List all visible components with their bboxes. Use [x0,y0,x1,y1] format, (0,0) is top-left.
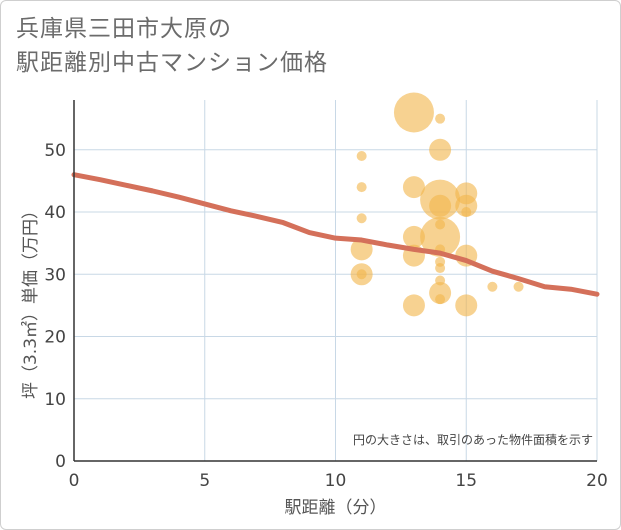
size-note: 円の大きさは、取引のあった物件面積を示す [353,432,593,447]
data-bubble [435,113,446,124]
data-bubble [435,263,446,274]
data-bubble [455,194,478,217]
data-bubble [356,213,367,224]
data-bubble [356,269,367,280]
y-tick-label: 30 [44,265,66,285]
x-tick-label: 0 [69,471,80,491]
x-tick-label: 15 [455,471,477,491]
x-tick-label: 10 [325,471,347,491]
y-tick-label: 10 [44,390,66,410]
data-bubble [429,138,452,161]
y-tick-label: 20 [44,328,66,348]
data-bubble [350,238,373,261]
data-bubble [420,216,461,257]
x-axis-label: 駅距離（分） [285,498,387,518]
bubble-layer [350,92,524,317]
data-bubble [435,294,446,305]
data-bubble [402,225,425,248]
title-line-2: 駅距離別中古マンション価格 [16,50,328,76]
y-axis-label: 坪（3.3㎡）単価（万円） [21,202,41,399]
data-bubble [429,194,452,217]
data-bubble [429,281,452,304]
data-bubble [402,176,425,199]
data-bubble [487,281,498,292]
data-bubble [455,294,478,317]
x-tick-label: 20 [586,471,608,491]
x-tick-label: 5 [199,471,210,491]
data-bubble [356,151,367,162]
y-tick-label: 40 [44,203,66,223]
title-line-1: 兵庫県三田市大原の [16,16,232,42]
y-tick-label: 50 [44,141,66,161]
data-bubble [461,207,472,218]
data-bubble [513,281,524,292]
y-tick-label: 0 [55,452,66,472]
axes [73,100,597,462]
data-bubble [393,92,434,133]
grid-lines [74,100,598,461]
data-bubble [402,294,425,317]
data-bubble [356,182,367,193]
tick-labels: 0 5 10 15 20 0 10 20 30 40 50 [44,141,607,491]
trend-line [71,172,600,297]
chart-title: 兵庫県三田市大原の 駅距離別中古マンション価格 [16,12,328,80]
